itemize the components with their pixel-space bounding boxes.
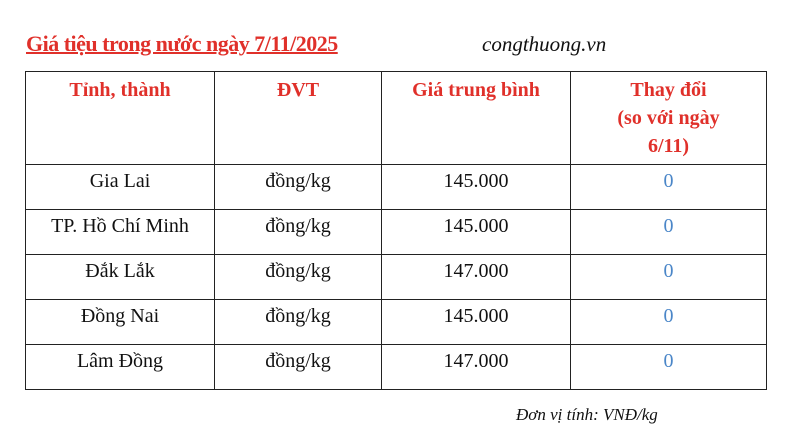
cell-unit: đồng/kg xyxy=(214,209,382,255)
cell-change: 0 xyxy=(570,299,767,345)
cell-change: 0 xyxy=(570,209,767,255)
cell-province: Gia Lai xyxy=(25,164,215,210)
cell-unit: đồng/kg xyxy=(214,164,382,210)
header-avg-price: Giá trung bình xyxy=(381,71,571,165)
cell-province: Đồng Nai xyxy=(25,299,215,345)
cell-change: 0 xyxy=(570,164,767,210)
table-row: TP. Hồ Chí Minh đồng/kg 145.000 0 xyxy=(25,209,767,255)
cell-avg-price: 145.000 xyxy=(381,299,571,345)
source-label: congthuong.vn xyxy=(482,32,607,56)
cell-avg-price: 147.000 xyxy=(381,254,571,300)
price-table: Tỉnh, thành ĐVT Giá trung bình Thay đổi … xyxy=(25,71,767,390)
cell-change: 0 xyxy=(570,344,767,390)
table-row: Gia Lai đồng/kg 145.000 0 xyxy=(25,164,767,210)
cell-avg-price: 145.000 xyxy=(381,164,571,210)
header-change-line1: Thay đổi xyxy=(630,79,707,101)
header-change-line2: (so với ngày xyxy=(617,107,720,129)
unit-note: Đơn vị tính: VNĐ/kg xyxy=(516,405,658,424)
cell-avg-price: 147.000 xyxy=(381,344,571,390)
table-row: Lâm Đồng đồng/kg 147.000 0 xyxy=(25,344,767,390)
cell-change: 0 xyxy=(570,254,767,300)
cell-unit: đồng/kg xyxy=(214,299,382,345)
cell-province: TP. Hồ Chí Minh xyxy=(25,209,215,255)
cell-unit: đồng/kg xyxy=(214,254,382,300)
cell-province: Lâm Đồng xyxy=(25,344,215,390)
cell-province: Đắk Lắk xyxy=(25,254,215,300)
table-row: Đồng Nai đồng/kg 145.000 0 xyxy=(25,299,767,345)
table-row: Đắk Lắk đồng/kg 147.000 0 xyxy=(25,254,767,300)
header-change-line3: 6/11) xyxy=(647,135,690,157)
header-unit: ĐVT xyxy=(214,71,382,165)
table-header-row: Tỉnh, thành ĐVT Giá trung bình Thay đổi … xyxy=(25,71,767,165)
header-province: Tỉnh, thành xyxy=(25,71,215,165)
header-change: Thay đổi (so với ngày 6/11) xyxy=(570,71,767,165)
cell-unit: đồng/kg xyxy=(214,344,382,390)
document-title: Giá tiệu trong nước ngày 7/11/2025 xyxy=(26,31,338,56)
cell-avg-price: 145.000 xyxy=(381,209,571,255)
